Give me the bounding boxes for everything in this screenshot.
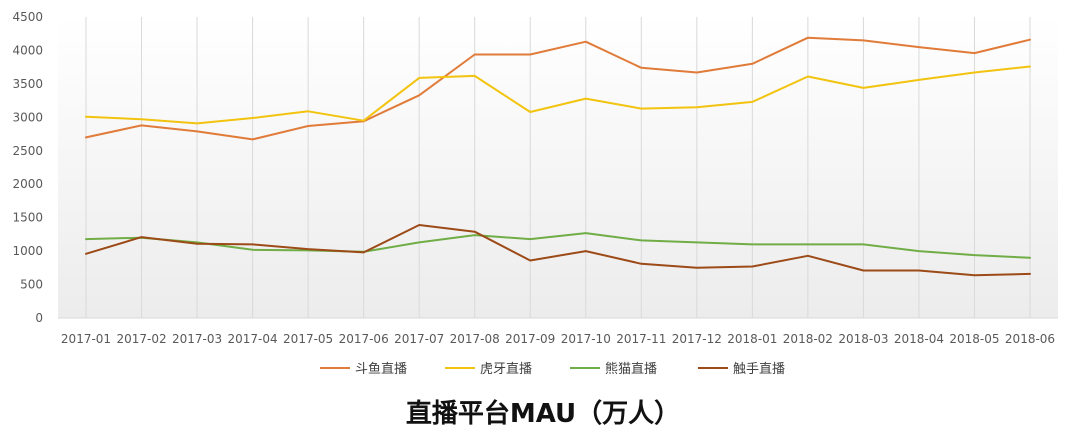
series-lines <box>85 36 1031 277</box>
y-tick-label: 500 <box>20 278 43 292</box>
x-tick-label: 2017-12 <box>672 332 722 346</box>
x-tick-label: 2018-04 <box>894 332 944 346</box>
x-tick-label: 2017-10 <box>561 332 611 346</box>
chart-title: 直播平台MAU（万人） <box>406 398 680 429</box>
series-line <box>85 224 1031 277</box>
series-line <box>85 232 1031 259</box>
y-tick-label: 1000 <box>12 244 43 258</box>
y-tick-label: 3500 <box>12 77 43 91</box>
x-tick-label: 2018-02 <box>783 332 833 346</box>
x-tick-label: 2017-05 <box>283 332 333 346</box>
x-tick-label: 2017-07 <box>394 332 444 346</box>
y-tick-label: 2000 <box>12 177 43 191</box>
y-tick-label: 0 <box>35 311 43 325</box>
x-tick-label: 2018-05 <box>949 332 999 346</box>
x-tick-label: 2018-01 <box>727 332 777 346</box>
plot-area <box>58 17 1058 318</box>
y-axis: 0 500 1000 1500 2000 2500 3000 3500 4000 4500 <box>12 10 43 325</box>
x-tick-label: 2017-02 <box>116 332 166 346</box>
legend: 斗鱼直播 虎牙直播 熊猫直播 触手直播 <box>320 361 785 377</box>
legend-label: 熊猫直播 <box>605 361 657 377</box>
x-tick-label: 2017-08 <box>450 332 500 346</box>
x-tick-label: 2017-03 <box>172 332 222 346</box>
series-line <box>85 36 1031 141</box>
y-tick-label: 3000 <box>12 110 43 124</box>
y-tick-label: 4000 <box>12 43 43 57</box>
x-tick-label: 2018-06 <box>1005 332 1055 346</box>
legend-label: 斗鱼直播 <box>355 361 407 377</box>
legend-label: 虎牙直播 <box>480 362 532 377</box>
x-tick-label: 2017-11 <box>616 332 666 346</box>
series-line <box>85 65 1031 125</box>
x-tick-label: 2017-09 <box>505 332 555 346</box>
x-tick-label: 2018-03 <box>838 332 888 346</box>
legend-label: 触手直播 <box>733 362 785 377</box>
y-tick-label: 1500 <box>12 211 43 225</box>
x-tick-label: 2017-04 <box>228 332 278 346</box>
y-tick-label: 4500 <box>12 10 43 24</box>
x-tick-label: 2017-06 <box>339 332 389 346</box>
x-axis: 2017-01 2017-02 2017-03 2017-04 2017-05 2017-… <box>61 332 1055 346</box>
y-tick-label: 2500 <box>12 144 43 158</box>
x-tick-label: 2017-01 <box>61 332 111 346</box>
